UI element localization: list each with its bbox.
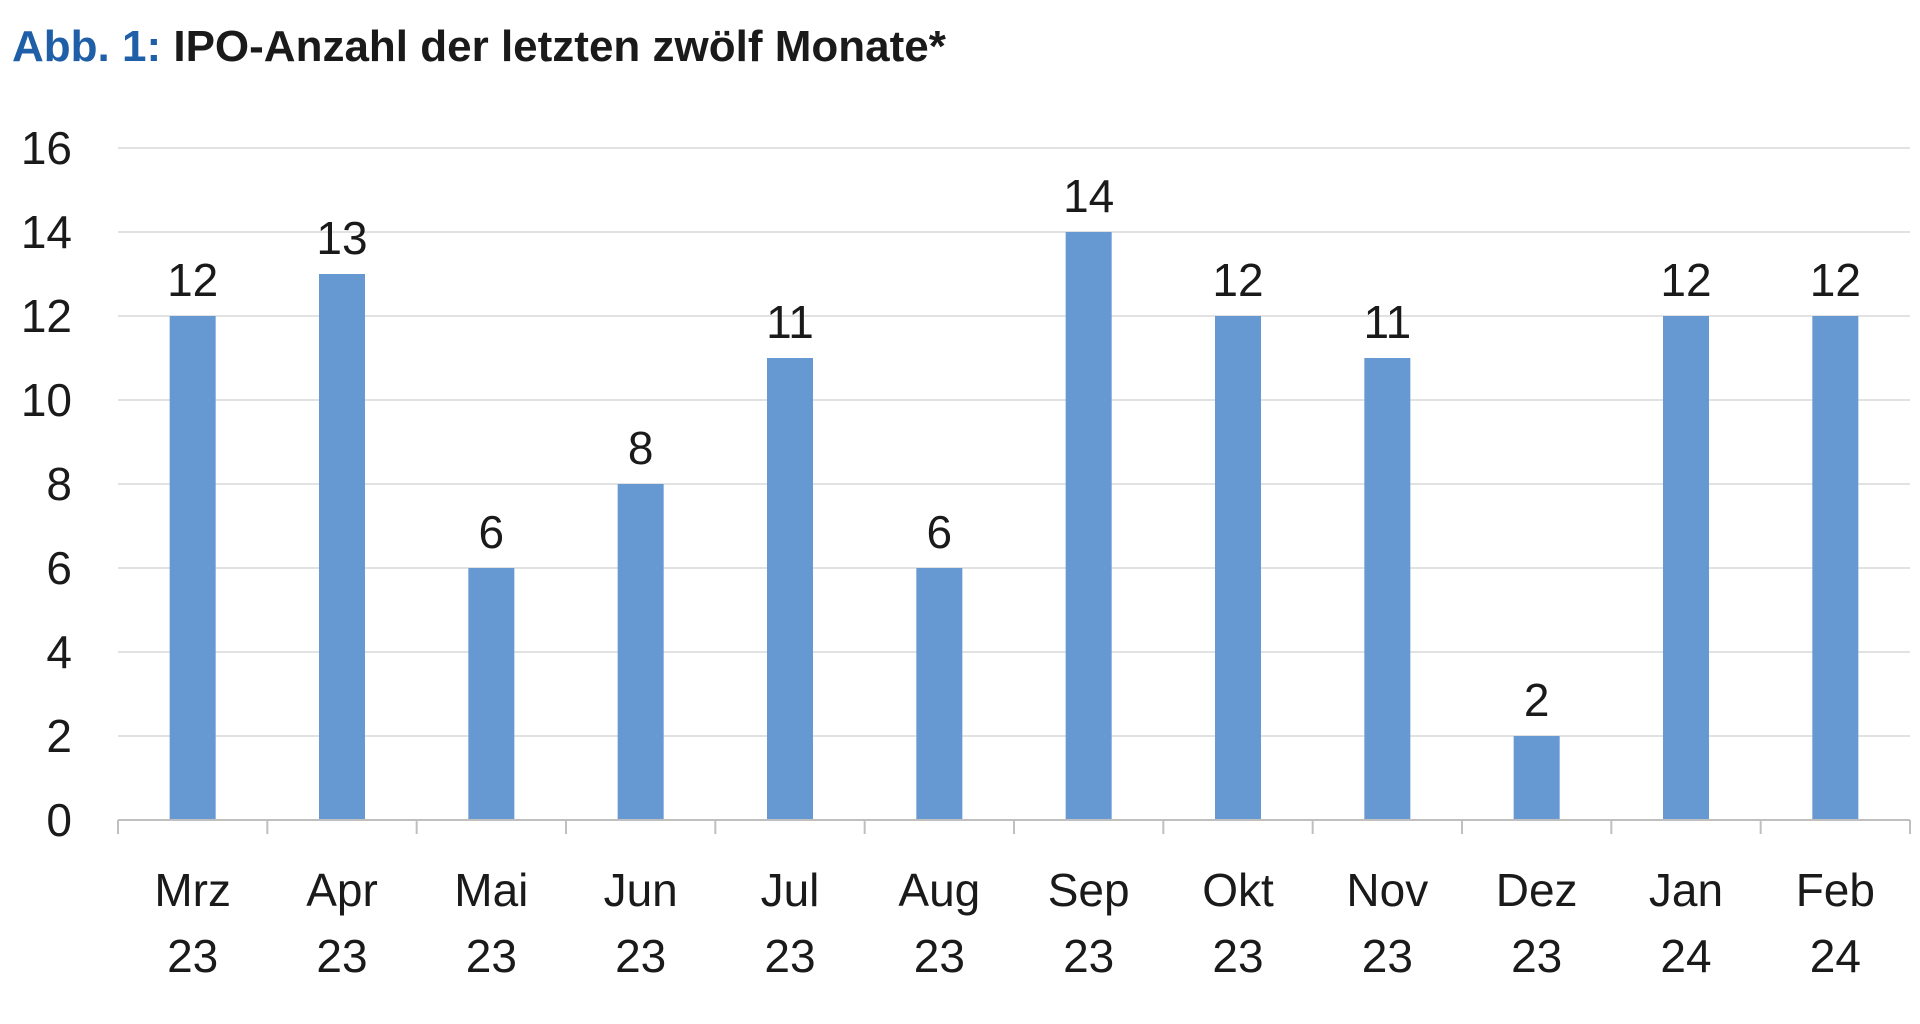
x-tick-label-year: 24 [1660, 930, 1711, 982]
y-tick-label: 8 [46, 458, 72, 510]
y-tick-label: 16 [21, 122, 72, 174]
data-label: 14 [1063, 170, 1114, 222]
x-tick-label-month: Dez [1496, 864, 1578, 916]
data-label: 12 [167, 254, 218, 306]
bars [169, 232, 1859, 820]
x-tick-label-year: 23 [1212, 930, 1263, 982]
x-tick-label-month: Jun [604, 864, 678, 916]
x-tick-label-month: Nov [1346, 864, 1428, 916]
bar-okt-23 [1215, 316, 1261, 820]
data-labels: 12 13 6 8 11 6 14 12 11 2 12 12 [167, 170, 1861, 726]
x-tick-label-year: 23 [316, 930, 367, 982]
data-label: 8 [628, 422, 654, 474]
chart-title-text: IPO-Anzahl der letzten zwölf Monate* [173, 22, 946, 71]
y-axis-tick-labels: 0 2 4 6 8 10 12 14 16 [21, 122, 72, 846]
gridlines [118, 147, 1910, 737]
x-tick-label-month: Aug [898, 864, 980, 916]
x-tick-label-month: Mrz [154, 864, 231, 916]
data-label: 2 [1524, 674, 1550, 726]
figure-number: Abb. 1: [12, 22, 162, 71]
y-tick-label: 10 [21, 374, 72, 426]
y-tick-label: 4 [46, 626, 72, 678]
bar-mrz-23 [169, 316, 216, 820]
x-tick-label-month: Okt [1202, 864, 1274, 916]
x-axis: Mrz 23 Apr 23 Mai 23 Jun 23 Jul 23 Aug 23 Sep 23 Okt 23… [117, 819, 1911, 982]
x-tick-label-year: 23 [764, 930, 815, 982]
x-tick-label-month: Mai [454, 864, 528, 916]
bar-jan-24 [1663, 316, 1709, 820]
data-label: 12 [1660, 254, 1711, 306]
bar-jun-23 [617, 484, 664, 820]
bar-apr-23 [319, 274, 365, 820]
bar-dez-23 [1513, 736, 1560, 820]
data-label: 12 [1810, 254, 1861, 306]
data-label: 6 [479, 506, 505, 558]
x-tick-label-year: 23 [914, 930, 965, 982]
x-tick-label-month: Apr [306, 864, 378, 916]
bar-feb-24 [1812, 316, 1859, 820]
x-tick-label-month: Jan [1649, 864, 1723, 916]
x-tick-label-year: 23 [1362, 930, 1413, 982]
bar-nov-23 [1364, 358, 1411, 820]
x-tick-label-year: 23 [1511, 930, 1562, 982]
y-tick-label: 6 [46, 542, 72, 594]
data-label: 6 [927, 506, 953, 558]
x-tick-label-year: 23 [167, 930, 218, 982]
x-tick-label-year: 23 [1063, 930, 1114, 982]
data-label: 13 [316, 212, 367, 264]
x-tick-label-year: 24 [1810, 930, 1861, 982]
x-tick-label-month: Sep [1048, 864, 1130, 916]
bar-aug-23 [916, 568, 963, 820]
x-tick-label-year: 23 [615, 930, 666, 982]
data-label: 12 [1212, 254, 1263, 306]
x-tick-label-month: Jul [761, 864, 820, 916]
y-tick-label: 14 [21, 206, 72, 258]
bar-mai-23 [468, 568, 515, 820]
bar-jul-23 [767, 358, 813, 820]
y-tick-label: 0 [46, 794, 72, 846]
x-tick-label-month: Feb [1796, 864, 1875, 916]
y-tick-label: 2 [46, 710, 72, 762]
data-label: 11 [766, 296, 814, 348]
x-tick-label-year: 23 [466, 930, 517, 982]
bar-sep-23 [1065, 232, 1112, 820]
y-tick-label: 12 [21, 290, 72, 342]
chart-title: Abb. 1: IPO-Anzahl der letzten zwölf Mon… [12, 22, 946, 72]
data-label: 11 [1363, 296, 1411, 348]
